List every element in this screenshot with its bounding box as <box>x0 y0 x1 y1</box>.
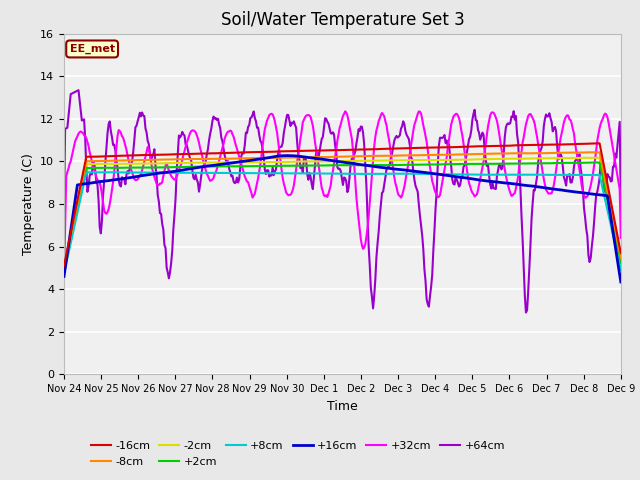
Line: +2cm: +2cm <box>64 162 621 271</box>
-2cm <box>605 198 612 204</box>
Y-axis label: Temperature (C): Temperature (C) <box>22 153 35 255</box>
+16cm <box>362 162 370 168</box>
Line: -16cm: -16cm <box>64 144 621 266</box>
+2cm <box>605 202 612 208</box>
Line: -2cm: -2cm <box>64 157 621 269</box>
Line: +32cm: +32cm <box>64 111 621 278</box>
-16cm <box>605 187 612 192</box>
Line: +16cm: +16cm <box>64 156 621 282</box>
-16cm <box>324 147 332 153</box>
+2cm <box>516 161 524 167</box>
+64cm <box>617 199 625 204</box>
Legend: -16cm, -8cm, -2cm, +2cm, +8cm, +16cm, +32cm, +64cm: -16cm, -8cm, -2cm, +2cm, +8cm, +16cm, +3… <box>86 437 509 471</box>
-16cm <box>617 250 625 256</box>
+2cm <box>392 162 399 168</box>
-16cm <box>596 141 604 146</box>
+32cm <box>605 120 612 125</box>
+8cm <box>617 267 625 273</box>
-16cm <box>362 146 369 152</box>
+32cm <box>328 174 335 180</box>
-2cm <box>596 155 604 160</box>
+8cm <box>605 212 612 218</box>
-2cm <box>516 156 524 162</box>
+2cm <box>328 162 335 168</box>
+32cm <box>341 108 349 114</box>
+16cm <box>518 182 525 188</box>
+8cm <box>110 169 118 175</box>
+16cm <box>284 153 291 158</box>
Title: Soil/Water Temperature Set 3: Soil/Water Temperature Set 3 <box>221 11 464 29</box>
Text: EE_met: EE_met <box>70 44 115 54</box>
+64cm <box>60 208 68 214</box>
-2cm <box>324 158 332 164</box>
+64cm <box>522 310 530 315</box>
-8cm <box>617 255 625 261</box>
+2cm <box>60 268 68 274</box>
+64cm <box>606 174 614 180</box>
+2cm <box>593 159 600 165</box>
-8cm <box>516 150 524 156</box>
-8cm <box>596 149 604 155</box>
+16cm <box>605 200 612 206</box>
+32cm <box>393 184 401 190</box>
-8cm <box>605 194 612 200</box>
+8cm <box>60 271 68 276</box>
-2cm <box>60 266 68 272</box>
-8cm <box>324 154 332 160</box>
-2cm <box>328 158 335 164</box>
-8cm <box>328 154 335 160</box>
-16cm <box>392 145 399 151</box>
-2cm <box>617 258 625 264</box>
+64cm <box>393 133 401 139</box>
+64cm <box>362 182 370 188</box>
Line: -8cm: -8cm <box>64 152 621 268</box>
-16cm <box>516 143 524 148</box>
+32cm <box>518 149 525 155</box>
Line: +8cm: +8cm <box>64 172 621 274</box>
+2cm <box>324 163 332 168</box>
+16cm <box>329 158 337 164</box>
+16cm <box>393 167 401 172</box>
-16cm <box>328 147 335 153</box>
+2cm <box>362 162 369 168</box>
+8cm <box>393 171 401 177</box>
+16cm <box>326 157 333 163</box>
-8cm <box>60 265 68 271</box>
+16cm <box>617 279 625 285</box>
+8cm <box>329 171 337 177</box>
+16cm <box>60 274 68 279</box>
-2cm <box>392 157 399 163</box>
+64cm <box>329 130 337 135</box>
Line: +64cm: +64cm <box>64 90 621 312</box>
-2cm <box>362 158 369 164</box>
+32cm <box>324 191 332 197</box>
+2cm <box>617 260 625 266</box>
+32cm <box>617 235 625 241</box>
+64cm <box>75 87 83 93</box>
+8cm <box>518 172 525 178</box>
+8cm <box>362 171 370 177</box>
+32cm <box>60 275 68 281</box>
-8cm <box>362 153 369 159</box>
-16cm <box>60 263 68 269</box>
X-axis label: Time: Time <box>327 400 358 413</box>
+64cm <box>326 125 333 131</box>
+64cm <box>518 213 525 218</box>
-8cm <box>392 153 399 158</box>
+8cm <box>326 171 333 177</box>
+32cm <box>362 234 370 240</box>
